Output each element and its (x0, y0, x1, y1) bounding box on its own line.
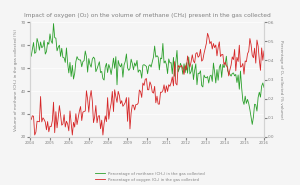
Title: Impact of oxygen (O₂) on the volume of methane (CH₄) present in the gas collecte: Impact of oxygen (O₂) on the volume of m… (24, 13, 270, 18)
Y-axis label: Volume of methane (CH₄) in the gas collected (%): Volume of methane (CH₄) in the gas colle… (14, 28, 18, 131)
Percentage of methane (CH₄) in the gas collected (38, 49, 41, 51)
Percentage of oxygen (O₂) in the gas collected (33, 134, 37, 136)
Percentage of methane (CH₄) in the gas collected (28, 52, 32, 54)
Line: Percentage of methane (CH₄) in the gas collected: Percentage of methane (CH₄) in the gas c… (30, 23, 264, 124)
Percentage of oxygen (O₂) in the gas collected (206, 32, 209, 34)
Percentage of methane (CH₄) in the gas collected (73, 72, 76, 75)
Percentage of oxygen (O₂) in the gas collected (28, 120, 32, 122)
Percentage of methane (CH₄) in the gas collected (262, 86, 266, 89)
Percentage of methane (CH₄) in the gas collected (92, 56, 95, 58)
Percentage of oxygen (O₂) in the gas collected (92, 122, 95, 124)
Percentage of oxygen (O₂) in the gas collected (39, 95, 42, 98)
Percentage of methane (CH₄) in the gas collected (253, 103, 256, 105)
Line: Percentage of oxygen (O₂) in the gas collected: Percentage of oxygen (O₂) in the gas col… (30, 33, 264, 135)
Percentage of oxygen (O₂) in the gas collected (253, 47, 256, 49)
Percentage of oxygen (O₂) in the gas collected (244, 61, 248, 63)
Percentage of oxygen (O₂) in the gas collected (73, 126, 76, 128)
Percentage of methane (CH₄) in the gas collected (42, 39, 46, 42)
Percentage of methane (CH₄) in the gas collected (243, 95, 247, 97)
Percentage of oxygen (O₂) in the gas collected (44, 121, 47, 123)
Percentage of oxygen (O₂) in the gas collected (262, 50, 266, 52)
Percentage of methane (CH₄) in the gas collected (250, 123, 254, 125)
Legend: Percentage of methane (CH₄) in the gas collected, Percentage of oxygen (O₂) in t: Percentage of methane (CH₄) in the gas c… (94, 170, 206, 183)
Percentage of methane (CH₄) in the gas collected (52, 22, 55, 25)
Y-axis label: Percentage of O₂ collected (% volume): Percentage of O₂ collected (% volume) (279, 40, 283, 119)
